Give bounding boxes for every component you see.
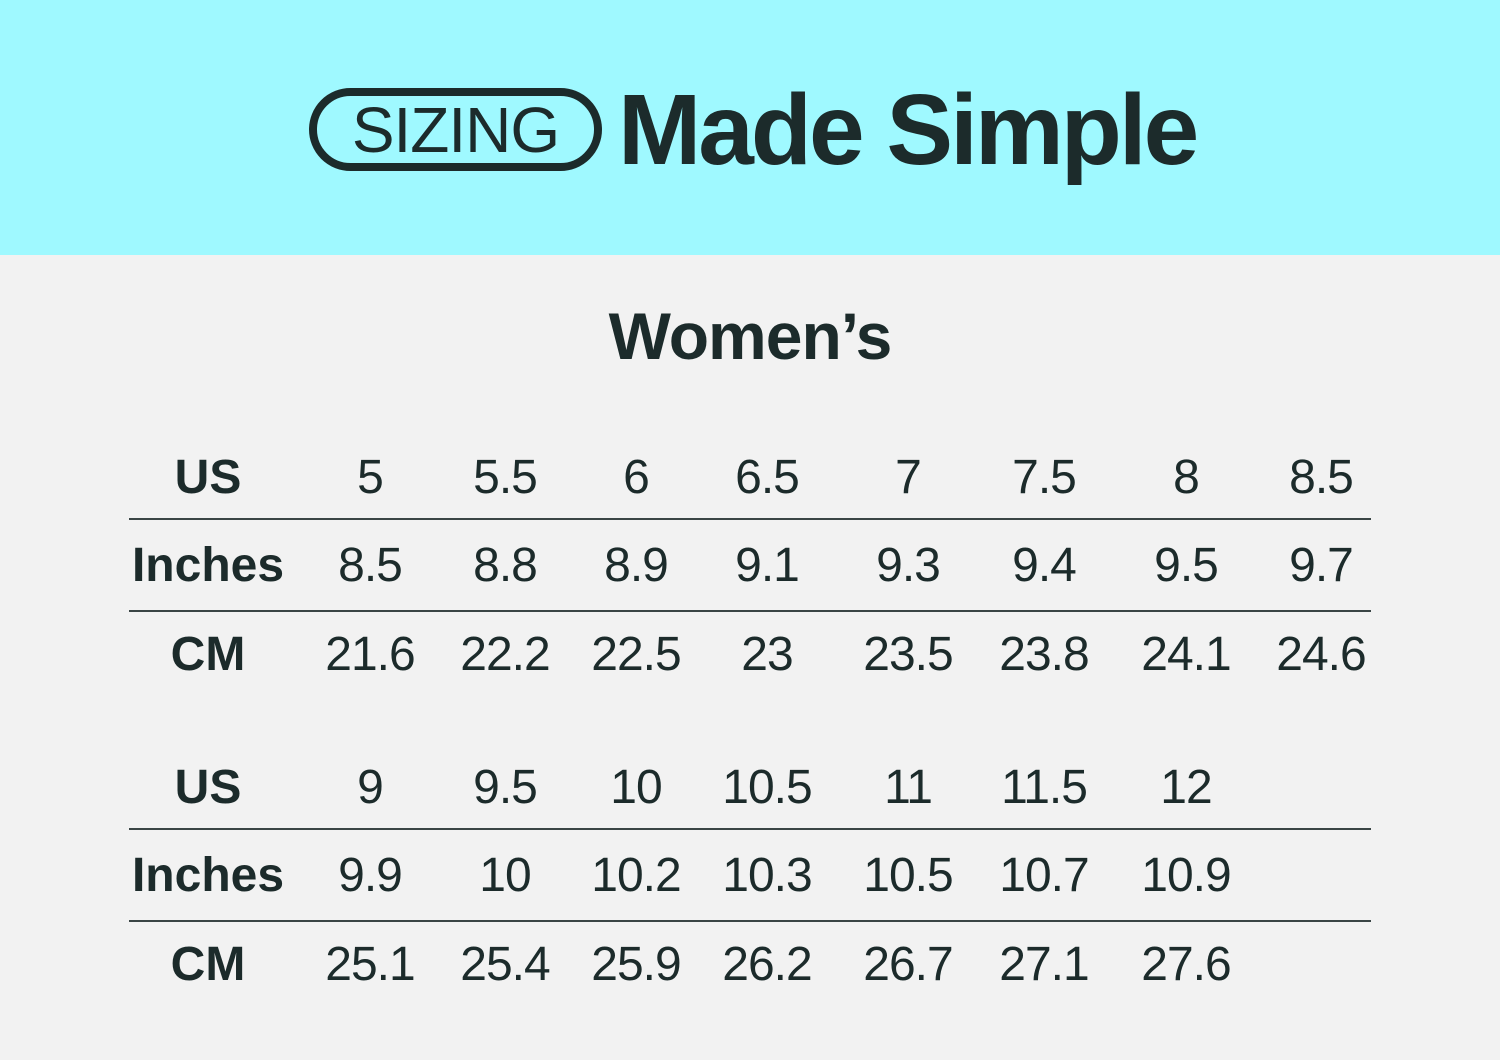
row-label: CM	[170, 938, 246, 991]
table-cell: 9.4	[1012, 539, 1077, 592]
table-cell: 24.6	[1276, 628, 1366, 681]
table-cell: 10.2	[591, 849, 681, 902]
table-cell: 23	[741, 628, 793, 681]
table-cell: 27.1	[999, 938, 1089, 991]
table-cell: 8.5	[1289, 451, 1354, 504]
table-cell: 5	[357, 451, 384, 504]
table-cell: 10	[479, 849, 531, 902]
row-divider	[129, 828, 1371, 830]
table-cell: 9.5	[473, 761, 538, 814]
table-cell: 7.5	[1012, 451, 1077, 504]
row-label: Inches	[131, 849, 285, 902]
table-cell: 8	[1173, 451, 1200, 504]
table-cell: 10.5	[863, 849, 953, 902]
table-cell: 9.1	[735, 539, 800, 592]
table-cell: 25.1	[325, 938, 415, 991]
table-cell: 11	[884, 761, 933, 814]
sizing-badge-text: SIZING	[351, 93, 560, 166]
table-cell: 8.5	[338, 539, 403, 592]
table-cell: 21.6	[325, 628, 415, 681]
table-cell: 9.3	[876, 539, 941, 592]
row-label: US	[174, 451, 242, 504]
table-cell: 27.6	[1141, 938, 1231, 991]
table-cell: 5.5	[473, 451, 538, 504]
table-cell: 8.8	[473, 539, 538, 592]
table-cell: 9	[357, 761, 384, 814]
table-cell: 25.9	[591, 938, 681, 991]
table-row-cm: CM 21.6 22.2 22.5 23 23.5 23.8 24.1 24.6	[0, 625, 1500, 685]
row-label: Inches	[131, 539, 285, 592]
table-cell: 6.5	[735, 451, 800, 504]
table-cell: 10.3	[722, 849, 812, 902]
table-cell: 26.2	[722, 938, 812, 991]
table-row-us: US 5 5.5 6 6.5 7 7.5 8 8.5	[0, 448, 1500, 508]
sizing-badge: SIZING	[309, 88, 602, 171]
row-divider	[129, 610, 1371, 612]
table-row-us: US 9 9.5 10 10.5 11 11.5 12	[0, 758, 1500, 818]
table-cell: 7	[895, 451, 922, 504]
table-cell: 22.2	[460, 628, 550, 681]
table-cell: 10.5	[722, 761, 812, 814]
header-banner: SIZING Made Simple	[0, 0, 1500, 255]
table-cell: 9.7	[1289, 539, 1354, 592]
row-divider	[129, 518, 1371, 520]
row-divider	[129, 920, 1371, 922]
table-cell: 22.5	[591, 628, 681, 681]
page-title: Women’s	[608, 299, 893, 373]
table-cell: 10.7	[999, 849, 1089, 902]
table-cell: 26.7	[863, 938, 953, 991]
table-cell: 25.4	[460, 938, 550, 991]
table-cell: 10	[610, 761, 662, 814]
table-cell: 9.5	[1154, 539, 1219, 592]
table-cell: 9.9	[338, 849, 403, 902]
table-cell: 11.5	[1001, 761, 1088, 814]
table-cell: 12	[1160, 761, 1212, 814]
table-cell: 6	[623, 451, 650, 504]
headline: Made Simple	[618, 74, 1199, 186]
row-label: US	[174, 761, 242, 814]
table-cell: 23.8	[999, 628, 1089, 681]
row-label: CM	[170, 628, 246, 681]
table-row-cm: CM 25.1 25.4 25.9 26.2 26.7 27.1 27.6	[0, 935, 1500, 995]
table-cell: 10.9	[1141, 849, 1231, 902]
table-row-inches: Inches 8.5 8.8 8.9 9.1 9.3 9.4 9.5 9.7	[0, 536, 1500, 596]
table-cell: 23.5	[863, 628, 953, 681]
table-cell: 24.1	[1141, 628, 1231, 681]
table-row-inches: Inches 9.9 10 10.2 10.3 10.5 10.7 10.9	[0, 846, 1500, 906]
table-cell: 8.9	[604, 539, 669, 592]
